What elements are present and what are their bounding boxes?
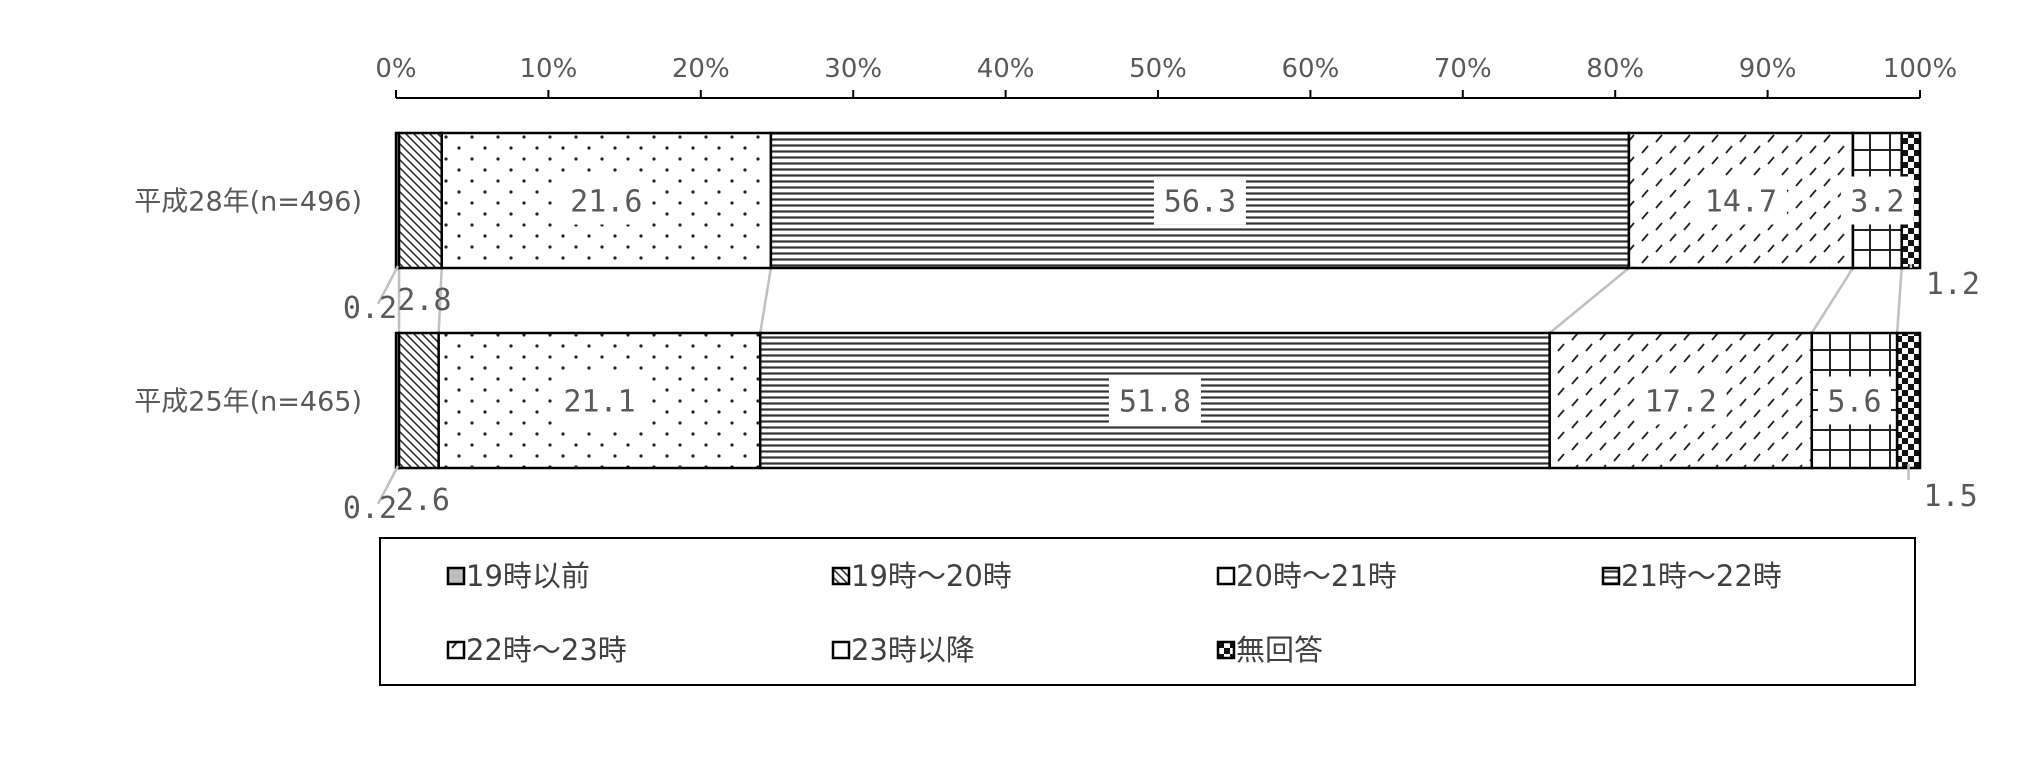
x-axis: 0% 10% 20% 30% 40% 50% 60% 70% 80% 90% 100% bbox=[375, 54, 1957, 99]
category-label: 平成25年(n=465) bbox=[134, 387, 362, 418]
legend-swatch-19-20 bbox=[831, 566, 851, 586]
data-label-background bbox=[1817, 376, 1891, 425]
series-line bbox=[1810, 267, 1855, 334]
x-tick-label: 60% bbox=[1282, 54, 1340, 84]
category-labels: 平成28年(n=496) 平成25年(n=465) bbox=[134, 187, 362, 418]
data-labels: 0.2 2.821.6 56.3 14.7 3.21.20.22.621.1 51.8 17… bbox=[343, 176, 1980, 526]
data-label: 21.1 bbox=[563, 385, 635, 420]
data-label-background bbox=[560, 176, 653, 225]
bar-19-20-h25 bbox=[397, 331, 440, 470]
legend-swatch-19-before bbox=[446, 566, 466, 586]
legend-label-23-after: 23時以降 bbox=[851, 633, 975, 667]
x-tick-label: 100% bbox=[1883, 54, 1957, 84]
data-label: 1.5 bbox=[1923, 479, 1977, 514]
series-line bbox=[1548, 267, 1630, 334]
legend-label-21-22: 21時～22時 bbox=[1621, 559, 1782, 593]
data-label: 5.6 bbox=[1827, 385, 1881, 420]
x-tick-label: 40% bbox=[977, 54, 1035, 84]
legend: 19時以前 19時～20時 20時～21時 21時～22時 22時～23時 23時以降 無回… bbox=[379, 537, 1916, 686]
legend-label-19-20: 19時～20時 bbox=[851, 559, 1012, 593]
data-label: 1.2 bbox=[1926, 267, 1980, 302]
bars bbox=[394, 131, 1922, 470]
bar-no-answer-h25 bbox=[1895, 331, 1922, 470]
leader-line bbox=[376, 465, 400, 505]
x-tick-label: 70% bbox=[1434, 54, 1492, 84]
category-label: 平成28年(n=496) bbox=[134, 187, 362, 218]
x-tick-label: 0% bbox=[375, 54, 416, 84]
legend-swatch-23-after bbox=[831, 640, 851, 660]
series-connector-lines bbox=[397, 267, 1903, 334]
data-label-background bbox=[1153, 176, 1246, 225]
data-label: 0.2 bbox=[343, 291, 397, 326]
x-tick-label: 10% bbox=[520, 54, 578, 84]
legend-swatch-20-21 bbox=[1216, 566, 1236, 586]
data-label: 21.6 bbox=[570, 185, 642, 220]
data-label-background bbox=[1108, 376, 1201, 425]
legend-label-19-before: 19時以前 bbox=[466, 559, 590, 593]
data-label-background bbox=[553, 376, 646, 425]
data-label: 17.2 bbox=[1645, 385, 1717, 420]
series-line bbox=[437, 267, 443, 334]
legend-swatch-22-23 bbox=[446, 640, 466, 660]
x-tick-label: 30% bbox=[824, 54, 882, 84]
data-label-background bbox=[1694, 176, 1787, 225]
data-label: 3.2 bbox=[1850, 185, 1904, 220]
bar-19-20-h28 bbox=[397, 131, 443, 270]
x-tick-label: 50% bbox=[1129, 54, 1187, 84]
data-label: 2.8 bbox=[397, 283, 451, 318]
data-label: 51.8 bbox=[1119, 385, 1191, 420]
data-label-background bbox=[1840, 176, 1914, 225]
data-label: 2.6 bbox=[396, 483, 450, 518]
legend-swatch-21-22 bbox=[1601, 566, 1621, 586]
legend-label-22-23: 22時～23時 bbox=[466, 633, 627, 667]
x-tick-label: 80% bbox=[1586, 54, 1644, 84]
x-tick-label: 20% bbox=[672, 54, 730, 84]
x-tick-label: 90% bbox=[1739, 54, 1797, 84]
legend-frame bbox=[379, 537, 1916, 686]
series-line bbox=[1895, 267, 1903, 334]
data-label: 56.3 bbox=[1164, 185, 1236, 220]
legend-label-20-21: 20時～21時 bbox=[1236, 559, 1397, 593]
legend-label-no-answer: 無回答 bbox=[1236, 633, 1323, 667]
leader-line bbox=[376, 265, 400, 305]
data-label-background bbox=[1634, 376, 1727, 425]
data-label: 14.7 bbox=[1705, 185, 1777, 220]
legend-swatch-no-answer bbox=[1216, 640, 1236, 660]
data-label: 0.2 bbox=[343, 491, 397, 526]
series-line bbox=[759, 267, 773, 334]
